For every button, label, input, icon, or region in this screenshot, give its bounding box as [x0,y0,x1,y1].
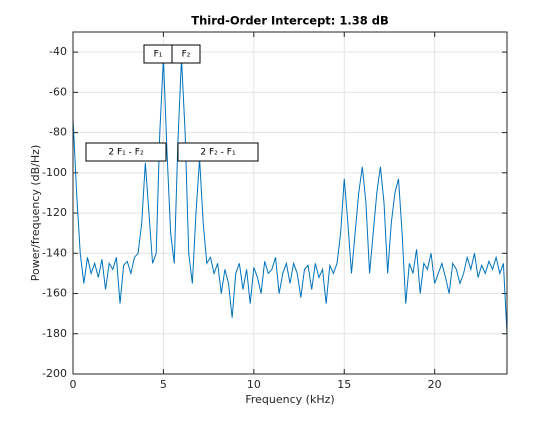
x-axis-label: Frequency (kHz) [245,393,334,406]
y-tick-label: -200 [42,367,67,380]
x-tick-label: 0 [70,378,77,391]
x-tick-label: 15 [337,378,351,391]
y-tick-label: -40 [49,45,67,58]
y-tick-label: -100 [42,166,67,179]
annotation: 2 F₁ - F₂ [108,148,144,158]
y-tick-label: -60 [49,85,67,98]
annotation-box [177,142,259,162]
annotation: F₂ [182,50,191,60]
y-tick-label: -120 [42,206,67,219]
y-tick-label: -160 [42,287,67,300]
y-tick-label: -140 [42,246,67,259]
annotation: 2 F₂ - F₁ [200,148,236,158]
x-tick-label: 10 [247,378,261,391]
y-tick-label: -180 [42,327,67,340]
annotation-box [85,142,167,162]
x-tick-label: 5 [160,378,167,391]
y-axis-label: Power/frequency (dB/Hz) [29,145,42,282]
annotation-box [171,44,201,64]
axes-box [72,31,508,375]
line-series [72,58,508,334]
chart-title: Third-Order Intercept: 1.38 dB [191,14,389,28]
y-tick-label: -80 [49,126,67,139]
annotation: F₁ [154,50,163,60]
x-tick-label: 20 [428,378,442,391]
